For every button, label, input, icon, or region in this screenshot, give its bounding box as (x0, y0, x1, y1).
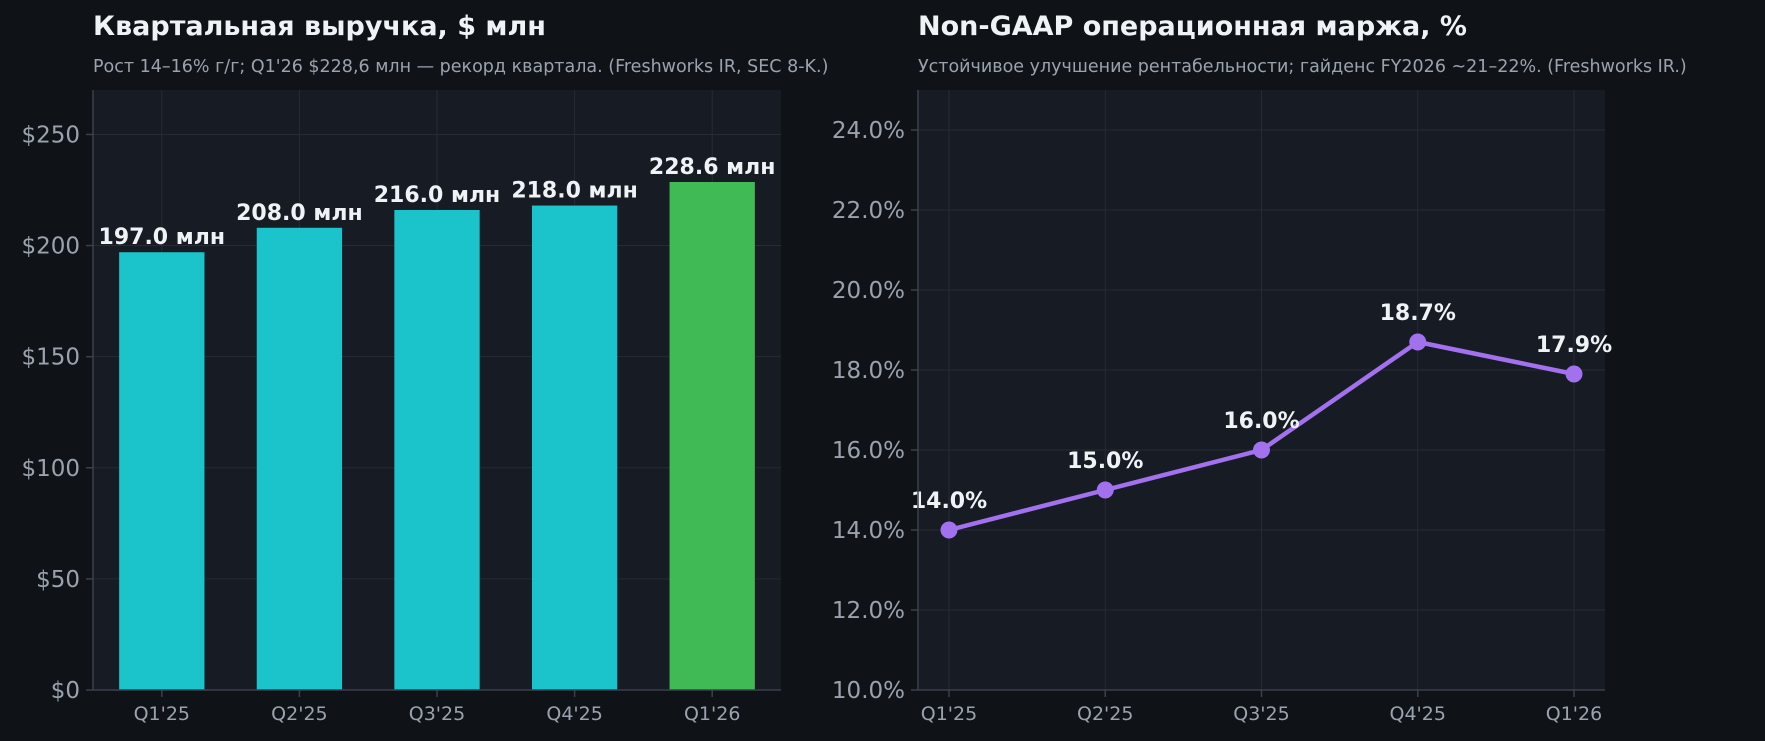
revenue-data-label: 197.0 млн (99, 225, 226, 250)
margin-data-label: 14.0% (911, 489, 987, 514)
revenue-ytick-label: $150 (21, 345, 80, 371)
margin-chart: 10.0%12.0%14.0%16.0%18.0%20.0%22.0%24.0%… (832, 90, 1612, 725)
margin-data-label: 17.9% (1536, 333, 1612, 358)
margin-chart-title: Non-GAAP операционная маржа, % (918, 11, 1467, 42)
revenue-ytick-label: $200 (21, 234, 80, 260)
margin-xtick-label: Q2'25 (1077, 703, 1133, 725)
revenue-xtick-label: Q2'25 (271, 703, 327, 725)
margin-data-point (1409, 333, 1427, 351)
margin-data-point (1096, 481, 1114, 499)
revenue-data-label: 216.0 млн (374, 183, 501, 208)
revenue-chart: $0 $50 $100 $150 $200 $250 197.0 млн Q1'25 208.0… (21, 90, 781, 725)
margin-ytick-label: 22.0% (832, 198, 905, 224)
revenue-ytick-label: $0 (51, 678, 80, 704)
margin-xtick-label: Q3'25 (1233, 703, 1289, 725)
margin-data-label: 18.7% (1380, 301, 1456, 326)
revenue-ytick-label: $100 (21, 456, 80, 482)
margin-data-point (1565, 365, 1583, 383)
revenue-xtick-label: Q1'25 (134, 703, 190, 725)
margin-xtick-label: Q4'25 (1390, 703, 1446, 725)
margin-xtick-label: Q1'25 (921, 703, 977, 725)
margin-ytick-label: 16.0% (832, 438, 905, 464)
revenue-chart-subtitle: Рост 14–16% г/г; Q1'26 $228,6 млн — реко… (93, 57, 828, 77)
margin-ytick-label: 12.0% (832, 598, 905, 624)
margin-ytick-label: 20.0% (832, 278, 905, 304)
margin-data-label: 15.0% (1067, 449, 1143, 474)
margin-ytick-label: 18.0% (832, 358, 905, 384)
margin-data-point (940, 521, 958, 539)
revenue-xtick-label: Q4'25 (546, 703, 602, 725)
revenue-bar (669, 182, 755, 690)
revenue-ytick-label: $50 (36, 567, 80, 593)
revenue-xtick-label: Q3'25 (409, 703, 465, 725)
revenue-data-label: 228.6 млн (649, 155, 776, 180)
margin-xtick-label: Q1'26 (1546, 703, 1602, 725)
margin-data-label: 16.0% (1223, 409, 1299, 434)
revenue-bar (119, 252, 205, 690)
margin-ytick-label: 10.0% (832, 678, 905, 704)
revenue-bar (256, 227, 343, 690)
margin-data-point (1253, 441, 1270, 459)
revenue-ytick-label: $250 (21, 122, 80, 148)
margin-ytick-label: 24.0% (832, 118, 905, 144)
margin-chart-subtitle: Устойчивое улучшение рентабельности; гай… (918, 57, 1687, 77)
revenue-bar (394, 210, 480, 690)
margin-ytick-label: 14.0% (832, 518, 905, 544)
revenue-xtick-label: Q1'26 (684, 703, 740, 725)
revenue-data-label: 208.0 млн (236, 201, 363, 226)
revenue-data-label: 218.0 млн (511, 179, 638, 204)
revenue-bar (531, 205, 618, 691)
revenue-chart-title: Квартальная выручка, $ млн (93, 11, 546, 42)
